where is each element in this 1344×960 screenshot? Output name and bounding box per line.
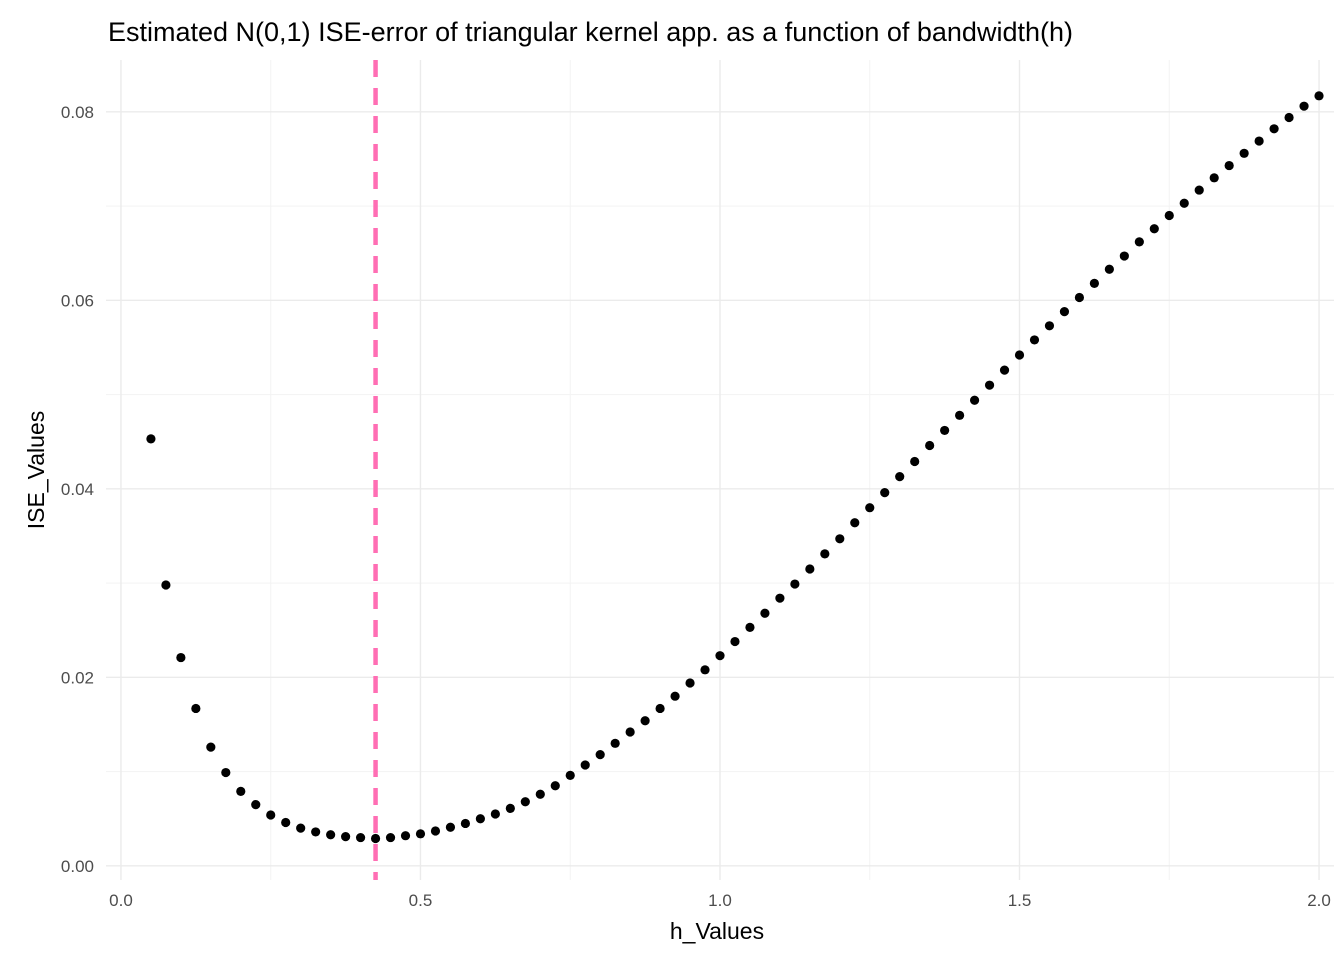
y-axis-title: ISE_Values xyxy=(23,411,49,529)
data-point xyxy=(206,742,216,752)
data-point xyxy=(610,738,620,748)
y-tick-label: 0.00 xyxy=(61,857,94,876)
data-point xyxy=(1134,237,1144,247)
data-point xyxy=(1089,278,1099,288)
data-point xyxy=(251,799,261,810)
data-point xyxy=(775,593,785,603)
data-point xyxy=(1284,112,1294,123)
data-point xyxy=(910,456,920,467)
data-point xyxy=(969,395,980,405)
data-point xyxy=(430,826,441,836)
data-point xyxy=(1239,148,1249,158)
data-point xyxy=(1224,160,1234,171)
data-point xyxy=(1104,264,1114,274)
data-point xyxy=(266,810,276,820)
data-point xyxy=(1149,224,1159,234)
data-point xyxy=(400,831,411,841)
data-points xyxy=(146,91,1324,844)
major-gridlines xyxy=(106,60,1334,880)
data-point xyxy=(925,440,935,451)
data-point xyxy=(385,832,396,843)
data-point xyxy=(281,817,291,828)
data-point xyxy=(1209,173,1219,183)
data-point xyxy=(700,665,710,675)
x-axis-ticks: 0.0 0.5 1.0 1.5 2.0 xyxy=(109,891,1331,910)
data-point xyxy=(715,651,725,661)
data-point xyxy=(535,789,545,799)
data-point xyxy=(835,534,845,544)
x-tick-label: 1.0 xyxy=(708,891,732,910)
data-point xyxy=(1059,307,1070,317)
data-point xyxy=(730,636,740,647)
chart-title: Estimated N(0,1) ISE-error of triangular… xyxy=(108,17,1073,47)
y-axis-ticks: 0.00 0.02 0.04 0.06 0.08 xyxy=(61,103,94,876)
data-point xyxy=(1074,292,1085,303)
data-point xyxy=(565,770,575,780)
data-point xyxy=(415,829,426,839)
data-point xyxy=(1269,124,1279,134)
x-tick-label: 0.5 xyxy=(409,891,433,910)
data-point xyxy=(490,809,500,819)
data-point xyxy=(355,832,366,843)
data-point xyxy=(221,767,231,778)
data-point xyxy=(1044,321,1055,331)
data-point xyxy=(595,750,605,760)
data-point xyxy=(161,580,171,590)
data-point xyxy=(1299,101,1309,111)
data-point xyxy=(1179,198,1189,208)
x-axis-title: h_Values xyxy=(670,918,764,944)
data-point xyxy=(1119,251,1129,261)
data-point xyxy=(850,518,860,528)
data-point xyxy=(296,823,306,833)
data-point xyxy=(550,781,560,791)
data-point xyxy=(460,818,471,829)
data-point xyxy=(895,471,905,482)
data-point xyxy=(326,830,336,840)
data-point xyxy=(445,822,456,832)
data-point xyxy=(1314,91,1324,101)
data-point xyxy=(1029,335,1040,345)
data-point xyxy=(805,564,815,574)
data-point xyxy=(670,691,680,701)
data-point xyxy=(685,678,695,688)
data-point xyxy=(580,760,590,770)
data-point xyxy=(1194,185,1204,195)
x-tick-label: 0.0 xyxy=(109,891,133,910)
data-point xyxy=(790,579,800,589)
data-point xyxy=(820,549,830,559)
data-point xyxy=(640,716,650,726)
data-point xyxy=(370,833,381,844)
data-point xyxy=(475,814,485,824)
data-point xyxy=(984,380,995,390)
data-point xyxy=(865,503,875,513)
data-point xyxy=(176,652,186,663)
data-point xyxy=(999,365,1010,375)
data-point xyxy=(955,410,965,420)
data-point xyxy=(745,622,755,633)
data-point xyxy=(655,703,665,714)
data-point xyxy=(1164,210,1174,221)
data-point xyxy=(1254,136,1264,146)
data-point xyxy=(880,488,890,498)
data-point xyxy=(341,832,351,842)
y-tick-label: 0.06 xyxy=(61,291,94,310)
x-tick-label: 1.5 xyxy=(1008,891,1032,910)
data-point xyxy=(940,425,950,436)
y-tick-label: 0.02 xyxy=(61,668,94,687)
data-point xyxy=(505,803,515,813)
data-point xyxy=(760,608,770,618)
y-tick-label: 0.08 xyxy=(61,103,94,122)
data-point xyxy=(236,786,246,797)
y-tick-label: 0.04 xyxy=(61,480,94,499)
data-point xyxy=(1014,350,1025,360)
data-point xyxy=(191,703,201,714)
data-point xyxy=(146,434,156,444)
data-point xyxy=(625,727,635,737)
data-point xyxy=(311,827,321,837)
data-point xyxy=(520,797,530,807)
x-tick-label: 2.0 xyxy=(1307,891,1331,910)
